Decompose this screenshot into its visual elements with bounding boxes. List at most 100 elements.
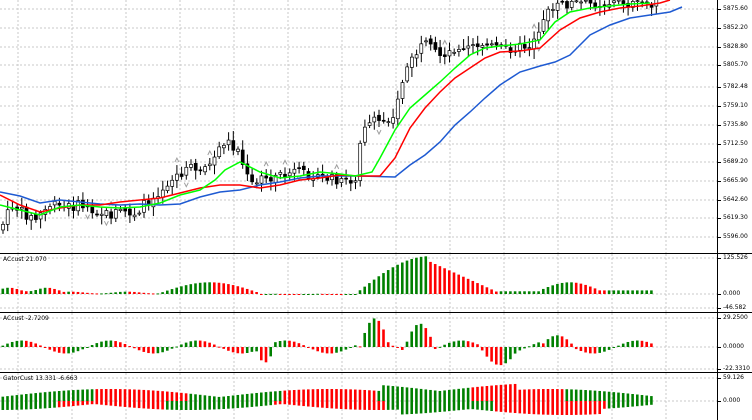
histogram-bar <box>25 291 28 294</box>
histogram-bar <box>62 390 66 401</box>
histogram-bar <box>386 401 390 410</box>
histogram-bar <box>39 288 42 294</box>
histogram-bar <box>269 347 272 357</box>
histogram-bar <box>471 342 475 347</box>
histogram-bar <box>29 393 33 401</box>
histogram-bar <box>307 347 310 348</box>
histogram-bar <box>95 293 99 295</box>
histogram-bar <box>349 401 352 410</box>
pane-separator[interactable] <box>0 312 752 313</box>
gator-indicator-pane[interactable]: GatorCust 13.331 -6.663 59.126 0.000 <box>0 373 752 420</box>
candle-body <box>170 179 175 187</box>
histogram-bar <box>603 347 606 352</box>
histogram-bar <box>490 385 493 401</box>
histogram-bar <box>452 341 456 347</box>
histogram-bar <box>429 336 432 347</box>
histogram-bar <box>184 401 188 410</box>
candle-body <box>363 126 367 143</box>
ac-indicator-pane[interactable]: ACcust 21.070 125.526 0.000 -46.582 <box>0 254 752 312</box>
histogram-bar <box>448 270 451 294</box>
candle-body <box>297 167 301 169</box>
histogram-bar <box>161 292 164 294</box>
histogram-bar <box>278 390 282 401</box>
ac-histogram-canvas[interactable] <box>0 254 717 312</box>
histogram-bar <box>264 401 268 406</box>
histogram-bar <box>415 257 418 294</box>
alligator-lips-line <box>0 2 651 216</box>
histogram-bar <box>1 401 5 410</box>
histogram-bar <box>495 347 498 365</box>
histogram-bar <box>260 401 263 407</box>
ac2-axis[interactable]: 29.2500 0.0000 -22.3310 <box>717 313 752 372</box>
histogram-bar <box>593 401 597 415</box>
candle-body <box>579 1 583 4</box>
histogram-bar <box>391 267 395 294</box>
histogram-bar <box>598 401 601 415</box>
histogram-bar <box>532 401 536 415</box>
ac2-indicator-pane[interactable]: ACcust -2.7209 29.2500 0.0000 -22.3310 <box>0 313 752 372</box>
histogram-bar <box>523 291 526 294</box>
histogram-bar <box>311 389 315 401</box>
histogram-bar <box>631 290 634 294</box>
histogram-bar <box>57 401 61 408</box>
histogram-bar <box>222 401 225 409</box>
histogram-bar <box>574 389 578 401</box>
candle-body <box>132 214 137 218</box>
histogram-bar <box>321 389 324 401</box>
histogram-bar <box>189 393 193 401</box>
histogram-bar <box>100 341 103 347</box>
histogram-bar <box>255 401 258 407</box>
histogram-bar <box>424 389 428 401</box>
histogram-bar <box>546 287 550 294</box>
histogram-bar <box>589 390 592 401</box>
histogram-bar <box>208 342 211 347</box>
histogram-bar <box>612 290 616 294</box>
histogram-bar <box>147 293 150 295</box>
histogram-bar <box>636 340 639 347</box>
histogram-bar <box>372 318 376 347</box>
candle-body <box>395 98 400 120</box>
gator-axis[interactable]: 59.126 0.000 <box>717 373 752 420</box>
histogram-bar <box>617 290 620 294</box>
histogram-bar <box>424 256 428 294</box>
pane-separator[interactable] <box>0 372 752 373</box>
ac-axis[interactable]: 125.526 0.000 -46.582 <box>717 254 752 312</box>
histogram-bar <box>410 401 413 415</box>
ac2-histogram-canvas[interactable] <box>0 313 717 372</box>
histogram-bar <box>335 401 338 409</box>
histogram-bar <box>640 395 644 401</box>
candle-body <box>236 148 240 152</box>
gator-histogram-canvas[interactable] <box>0 373 717 420</box>
histogram-bar <box>245 288 249 294</box>
candle-body <box>405 66 410 82</box>
histogram-bar <box>480 401 484 411</box>
histogram-bar <box>372 390 376 401</box>
price-axis-label: 5665.90 <box>723 177 748 184</box>
price-axis-label: 5619.30 <box>723 214 748 221</box>
histogram-bar <box>363 286 366 294</box>
histogram-bar <box>316 293 319 295</box>
price-axis[interactable]: 5875.60 5852.20 5828.80 5805.70 5782.48 … <box>717 0 752 253</box>
histogram-bar <box>405 341 409 347</box>
histogram-bar <box>278 341 282 347</box>
histogram-bar <box>405 387 409 401</box>
candle-body <box>569 1 574 8</box>
histogram-bar <box>156 401 160 410</box>
price-axis-label: 5875.60 <box>723 5 748 12</box>
price-chart-canvas[interactable] <box>0 0 717 253</box>
histogram-bar <box>495 291 498 294</box>
histogram-bar <box>62 401 66 407</box>
histogram-bar <box>593 390 597 401</box>
histogram-bar <box>1 345 5 347</box>
histogram-bar <box>288 294 291 295</box>
histogram-bar <box>227 347 230 351</box>
candle-body <box>226 139 231 146</box>
pane-separator[interactable] <box>0 253 752 254</box>
histogram-bar <box>203 395 207 401</box>
histogram-bar <box>579 347 583 352</box>
histogram-bar <box>433 390 437 401</box>
histogram-bar <box>43 287 47 294</box>
histogram-bar <box>180 392 183 401</box>
histogram-bar <box>462 388 465 401</box>
price-chart-pane[interactable]: 5875.60 5852.20 5828.80 5805.70 5782.48 … <box>0 0 752 253</box>
